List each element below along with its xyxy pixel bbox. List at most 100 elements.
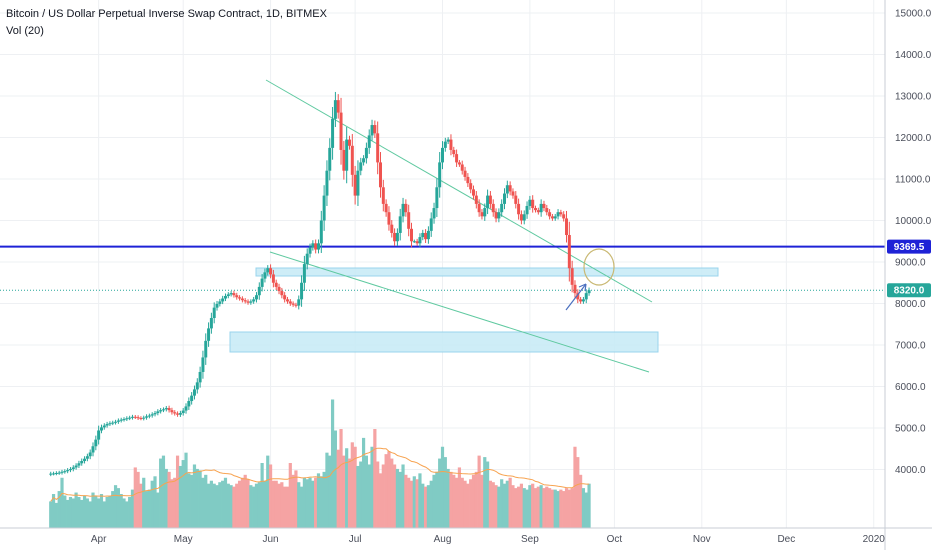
candle-body — [497, 212, 501, 219]
candle-body — [212, 307, 216, 319]
volume-bar — [190, 474, 194, 528]
candle-body — [452, 149, 456, 155]
volume-bar — [237, 480, 242, 528]
volume-bar — [77, 496, 81, 528]
candle-body — [483, 208, 487, 217]
volume-bar — [336, 449, 340, 528]
candle-body — [254, 295, 258, 300]
volume-bar — [308, 477, 312, 528]
volume-bar — [528, 485, 532, 528]
volume-bar — [581, 488, 586, 528]
volume-bar — [91, 492, 95, 528]
annotations — [565, 248, 615, 311]
y-tick-label: 10000.0 — [895, 216, 932, 227]
volume-bar — [567, 489, 571, 528]
volume-bar — [316, 473, 321, 528]
volume-bar — [409, 480, 414, 528]
candle-body — [429, 218, 433, 231]
volume-bar — [125, 501, 129, 528]
candle-body — [505, 185, 509, 194]
volume-bar — [161, 455, 166, 528]
candle-body — [173, 412, 177, 414]
candle-body — [305, 253, 309, 265]
y-axis-ticks: 4000.0 5000.0 6000.0 7000.0 8000.0 9000.0 1000… — [895, 9, 932, 477]
zone-upper — [255, 267, 719, 277]
candle-body — [345, 139, 349, 171]
volume-bar — [404, 474, 408, 528]
volume-bar — [170, 479, 174, 528]
candle-body — [362, 158, 366, 163]
volume-bar — [257, 482, 261, 528]
candle-body — [472, 189, 476, 196]
volume-bar — [505, 480, 509, 528]
candle-body — [105, 424, 109, 426]
candle-body — [271, 274, 275, 283]
candle-body — [181, 410, 185, 414]
price-badges: 9369.5 8320.0 — [887, 239, 931, 298]
volume-bar — [483, 457, 487, 528]
volume-bar — [412, 476, 416, 528]
volume-bar — [384, 454, 388, 528]
volume-bar — [102, 501, 106, 528]
volume-bar — [204, 474, 208, 528]
volume-bar — [57, 491, 61, 528]
candle-body — [297, 299, 301, 306]
volume-bar — [97, 498, 101, 528]
volume-bar — [99, 494, 104, 528]
candle-body — [302, 264, 306, 283]
volume-bar — [443, 457, 447, 528]
candle-body — [435, 187, 439, 209]
candle-body — [511, 191, 515, 196]
volume-bar — [51, 494, 56, 528]
volume-bar — [71, 498, 75, 528]
candle-body — [556, 212, 560, 217]
candle-body — [111, 422, 115, 424]
volume-bar — [415, 479, 419, 528]
volume-bar — [130, 489, 135, 528]
candle-body — [455, 154, 459, 163]
volume-bar — [252, 486, 256, 528]
candle-body — [221, 298, 225, 302]
candle-body — [283, 295, 287, 300]
volume-bar — [195, 468, 199, 528]
candle-body — [184, 406, 188, 411]
candle-body — [424, 232, 428, 240]
candle-body — [195, 382, 199, 390]
volume-bar — [80, 499, 84, 528]
volume-bar — [432, 474, 436, 528]
volume-bar — [119, 494, 123, 528]
candle-body — [316, 243, 320, 250]
volume-bar — [305, 479, 309, 528]
volume-bar — [240, 477, 244, 528]
candle-body — [393, 232, 397, 242]
volume-bar — [373, 429, 377, 528]
candle-body — [198, 371, 202, 383]
volume-bar — [536, 486, 540, 528]
candle-body — [477, 203, 481, 213]
candle-body — [359, 162, 363, 171]
y-tick-label: 13000.0 — [895, 92, 932, 103]
candle-body — [370, 125, 374, 136]
volume-bar — [105, 496, 109, 528]
candle-body — [567, 235, 571, 269]
volume-bar — [381, 464, 385, 528]
candle-body — [57, 472, 61, 474]
volume-bar — [356, 465, 360, 528]
candle-body — [280, 291, 284, 296]
candle-body — [52, 473, 56, 475]
volume-bar — [516, 486, 521, 528]
candle-body — [528, 199, 532, 206]
x-tick-label: Dec — [777, 534, 795, 545]
y-tick-label: 14000.0 — [895, 50, 932, 61]
volume-bar — [139, 483, 143, 528]
candle-body — [584, 293, 588, 300]
candle-body — [252, 299, 256, 302]
volume-bar — [249, 485, 253, 528]
trendline-lower — [269, 251, 650, 373]
candle-body — [550, 216, 554, 219]
volume-bar — [533, 488, 538, 528]
candle-body — [190, 395, 194, 402]
candle-body — [85, 456, 89, 459]
